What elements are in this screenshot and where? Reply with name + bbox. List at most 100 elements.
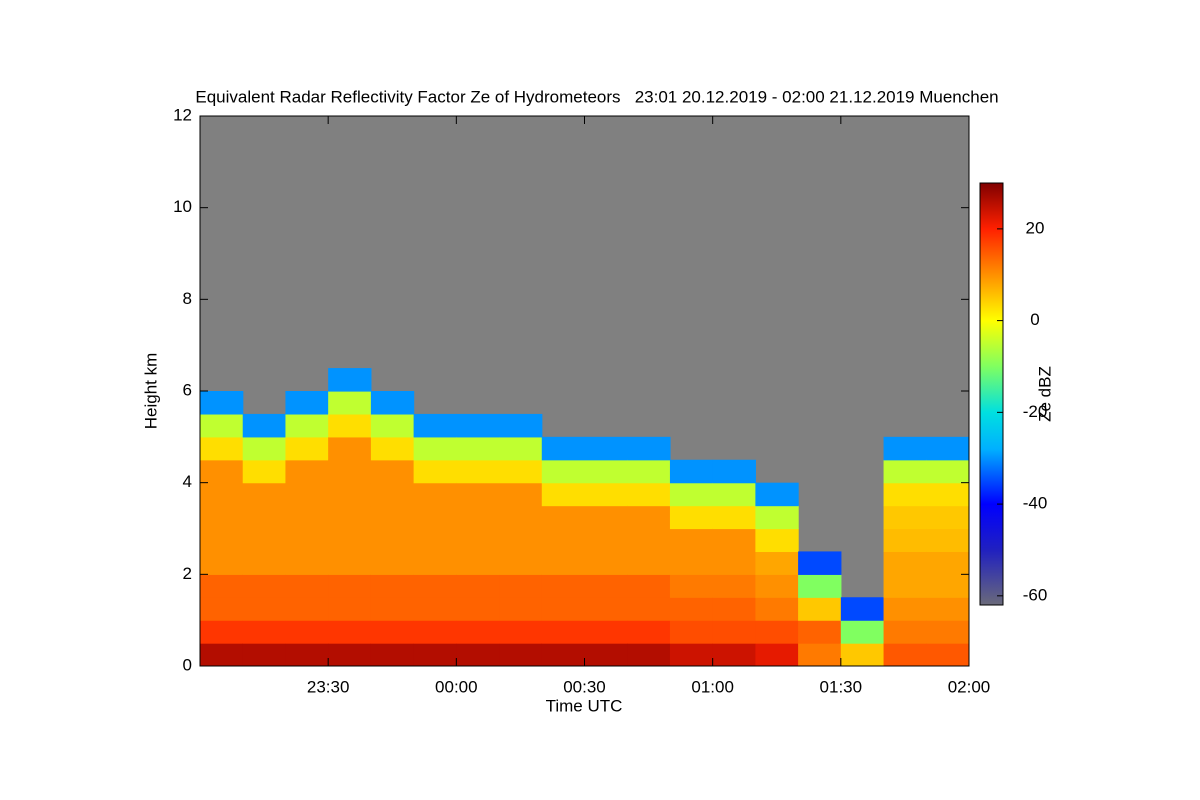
heat-cell — [328, 574, 372, 598]
heat-cell — [798, 620, 842, 644]
heat-cell — [200, 620, 244, 644]
heat-cell — [200, 597, 244, 621]
heat-cell — [242, 551, 287, 575]
heat-cell — [242, 574, 287, 598]
heat-cell — [328, 505, 372, 530]
heat-cell — [200, 436, 244, 461]
heat-cell — [413, 436, 457, 461]
heat-cell — [669, 643, 714, 666]
heat-cell — [541, 459, 586, 484]
heat-cell — [285, 459, 329, 484]
y-tick-label: 10 — [173, 197, 192, 216]
heat-cell — [712, 620, 756, 644]
heat-cell — [456, 436, 500, 461]
heat-cell — [370, 482, 415, 507]
heat-cell — [541, 436, 586, 461]
heat-cell — [584, 620, 628, 644]
heat-cell — [328, 459, 372, 484]
heat-cell — [883, 574, 927, 598]
heat-cell — [926, 643, 969, 666]
heat-cell — [798, 551, 842, 575]
heat-cell — [499, 482, 543, 507]
heat-cell — [499, 413, 543, 438]
heat-cell — [456, 482, 500, 507]
heat-cell — [541, 505, 586, 530]
heat-cell — [200, 391, 244, 415]
axes: 0 2 4 6 8 10 12 23:30 00:00 00:30 01:00 01:30 02:00 -… — [173, 105, 1047, 696]
heat-cell — [883, 459, 927, 484]
heat-cell — [669, 551, 714, 575]
heat-cell — [584, 551, 628, 575]
heat-cell — [499, 528, 543, 553]
heat-cell — [883, 436, 927, 461]
colorbar-tick-label: -20 — [1023, 402, 1048, 421]
heat-cell — [285, 528, 329, 553]
heat-cell — [755, 505, 799, 530]
x-tick-label: 01:30 — [820, 677, 863, 696]
heat-cell — [669, 505, 714, 530]
heat-cell — [242, 620, 287, 644]
heat-cell — [584, 505, 628, 530]
heat-cell — [755, 482, 799, 507]
heat-cell — [883, 551, 927, 575]
heat-cell — [285, 391, 329, 415]
heat-cell — [242, 597, 287, 621]
colorbar — [979, 182, 1004, 606]
heat-cell — [456, 551, 500, 575]
heat-cell — [328, 620, 372, 644]
heat-cell — [798, 574, 842, 598]
heat-cell — [755, 597, 799, 621]
heat-cell — [285, 597, 329, 621]
x-tick-label: 00:30 — [563, 677, 606, 696]
heat-cell — [456, 597, 500, 621]
heat-cell — [669, 620, 714, 644]
heat-cell — [499, 459, 543, 484]
y-axis-label: Height km — [141, 353, 160, 430]
heat-cell — [926, 459, 969, 484]
heat-cell — [328, 368, 372, 392]
heat-cell — [413, 597, 457, 621]
heat-cell — [328, 643, 372, 666]
heat-cell — [926, 597, 969, 621]
x-tick-label: 01:00 — [691, 677, 734, 696]
heat-cell — [285, 551, 329, 575]
heat-cell — [926, 528, 969, 553]
heat-cell — [712, 459, 756, 484]
heat-cell — [328, 551, 372, 575]
heat-cell — [584, 436, 628, 461]
heat-cell — [413, 413, 457, 438]
heat-cell — [712, 597, 756, 621]
heat-cell — [413, 574, 457, 598]
heat-cell — [328, 436, 372, 461]
heat-cell — [200, 482, 244, 507]
heat-cell — [285, 482, 329, 507]
heat-cell — [499, 574, 543, 598]
heat-cell — [456, 413, 500, 438]
plot-area — [200, 116, 969, 666]
heat-cell — [413, 643, 457, 666]
chart-title: Equivalent Radar Reflectivity Factor Ze … — [195, 87, 998, 106]
heat-cell — [242, 505, 287, 530]
heat-cell — [669, 528, 714, 553]
heat-cell — [584, 459, 628, 484]
y-tick-label: 8 — [183, 289, 192, 308]
heat-cell — [926, 505, 969, 530]
heat-cell — [541, 551, 586, 575]
heat-cell — [370, 643, 415, 666]
y-tick-label: 6 — [183, 380, 192, 399]
heat-cell — [840, 620, 885, 644]
heat-cell — [584, 574, 628, 598]
heat-cell — [328, 597, 372, 621]
heat-cell — [370, 528, 415, 553]
heat-cell — [370, 597, 415, 621]
heat-cell — [669, 597, 714, 621]
heat-cell — [669, 574, 714, 598]
heat-cell — [499, 436, 543, 461]
heat-cell — [627, 551, 671, 575]
heat-cell — [242, 643, 287, 666]
heat-cell — [499, 505, 543, 530]
heat-cell — [370, 620, 415, 644]
heat-cell — [328, 482, 372, 507]
heat-cell — [926, 551, 969, 575]
